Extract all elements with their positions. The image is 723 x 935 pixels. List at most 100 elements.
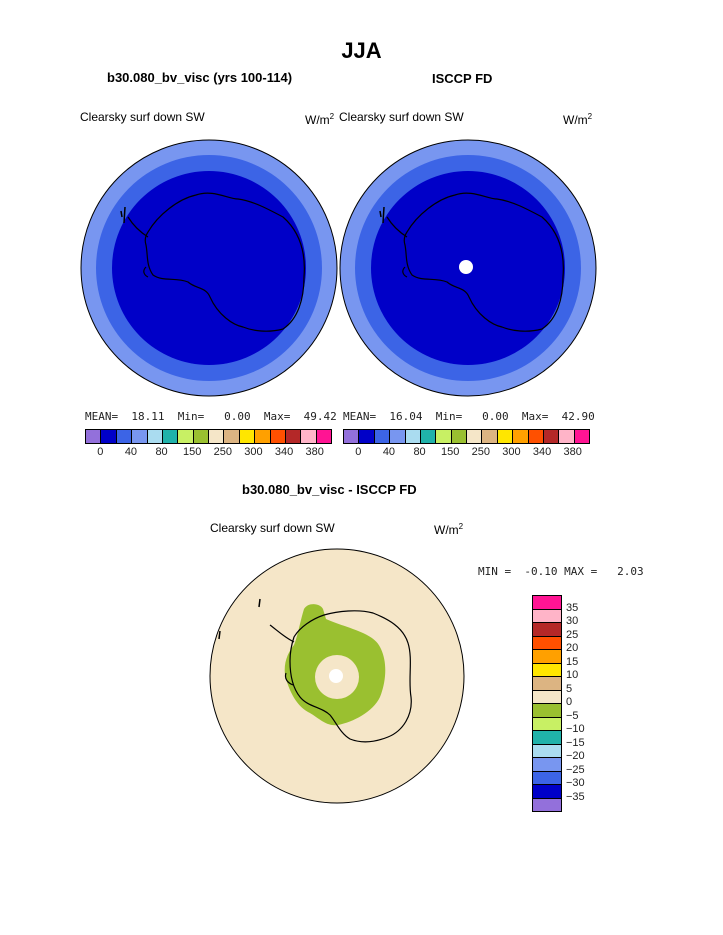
colorbar-tick-label: 40 xyxy=(382,446,396,458)
colorbar-tick-label: 150 xyxy=(441,446,460,458)
colorbar-swatch xyxy=(209,430,225,443)
colorbar-swatch xyxy=(574,430,589,443)
colorbar-swatch xyxy=(497,430,514,443)
colorbar-tick-label: 300 xyxy=(502,446,521,458)
colorbar-tick-label: −30 xyxy=(566,777,585,789)
colorbar-tick-label: 340 xyxy=(532,446,552,458)
colorbar-swatch xyxy=(374,430,391,443)
colorbar-tick-label: 80 xyxy=(155,446,168,458)
colorbar-tick-label: 20 xyxy=(566,642,579,654)
colorbar-swatch xyxy=(533,704,561,718)
colorbar-swatch xyxy=(533,690,561,704)
colorbar-swatch xyxy=(162,430,179,443)
colorbar-left xyxy=(85,429,332,444)
colorbar-swatch xyxy=(101,430,117,443)
colorbar-swatch xyxy=(528,430,544,443)
colorbar-tick-label: 80 xyxy=(413,446,426,458)
colorbar-tick-label: 0 xyxy=(566,696,573,708)
colorbar-tick-label: 35 xyxy=(566,601,579,614)
colorbar-tick-label: 10 xyxy=(566,669,579,681)
colorbar-swatch xyxy=(224,430,240,443)
colorbar-swatch xyxy=(405,430,421,443)
colorbar-swatch xyxy=(533,744,561,758)
map-right xyxy=(339,139,597,397)
colorbar-swatch xyxy=(436,430,452,443)
colorbar-swatch xyxy=(132,430,148,443)
antarctica-coastline xyxy=(289,610,412,743)
antarctica-coastline xyxy=(403,192,564,332)
diff-colorbar xyxy=(532,595,562,812)
colorbar-swatch xyxy=(255,430,271,443)
colorbar-swatch xyxy=(359,430,375,443)
panel-left-field-label: Clearsky surf down SW xyxy=(80,110,205,124)
colorbar-tick-label: 30 xyxy=(566,615,579,627)
colorbar-swatch xyxy=(533,609,561,623)
colorbar-swatch xyxy=(533,798,561,811)
panel-left-heading: b30.080_bv_visc (yrs 100-114) xyxy=(107,70,293,85)
antarctic-peninsula xyxy=(127,216,149,278)
colorbar-tick-label: 300 xyxy=(244,446,263,458)
antarctica-coastline xyxy=(144,192,305,332)
colorbar-swatch xyxy=(285,430,302,443)
colorbar-tick-label: 15 xyxy=(566,655,579,668)
colorbar-swatch xyxy=(533,596,561,610)
south-america-tip xyxy=(218,598,261,640)
map-left xyxy=(80,139,338,397)
colorbar-tick-label: −15 xyxy=(566,736,585,749)
colorbar-swatch xyxy=(533,717,561,731)
panel-right-heading: ISCCP FD xyxy=(432,71,493,86)
colorbar-right xyxy=(343,429,590,444)
colorbar-tick-label: −35 xyxy=(566,790,585,803)
colorbar-swatch xyxy=(533,785,561,799)
colorbar-swatch xyxy=(533,650,561,664)
colorbar-swatch xyxy=(533,771,561,785)
colorbar-left-ticks: 0 40 80 150 250 300 340 380 xyxy=(85,446,332,460)
colorbar-tick-label: 340 xyxy=(274,446,294,458)
colorbar-tick-label: 150 xyxy=(183,446,202,458)
panel-right-unit: W/m2 xyxy=(563,112,593,127)
colorbar-swatch xyxy=(316,430,331,443)
colorbar-swatch xyxy=(482,430,498,443)
colorbar-swatch xyxy=(390,430,406,443)
colorbar-swatch xyxy=(451,430,467,443)
colorbar-swatch xyxy=(301,430,317,443)
diff-field-label: Clearsky surf down SW xyxy=(210,521,335,535)
colorbar-tick-label: 250 xyxy=(213,446,232,458)
colorbar-swatch xyxy=(116,430,133,443)
colorbar-tick-label: 25 xyxy=(566,628,579,641)
colorbar-swatch xyxy=(420,430,437,443)
antarctic-peninsula xyxy=(386,216,408,278)
figure-title: JJA xyxy=(341,38,382,63)
colorbar-swatch xyxy=(270,430,286,443)
colorbar-swatch xyxy=(533,731,561,745)
colorbar-swatch xyxy=(533,636,561,650)
colorbar-swatch xyxy=(513,430,529,443)
colorbar-swatch xyxy=(147,430,163,443)
pole-missing-data-hole xyxy=(459,260,473,274)
panel-right-field-label: Clearsky surf down SW xyxy=(339,110,464,124)
colorbar-swatch xyxy=(533,623,561,637)
colorbar-right-ticks: 0 40 80 150 250 300 340 380 xyxy=(343,446,590,460)
colorbar-tick-label: 40 xyxy=(124,446,138,458)
colorbar-tick-label: 0 xyxy=(97,446,104,458)
pole-missing-data-hole xyxy=(329,669,343,683)
colorbar-swatch xyxy=(467,430,483,443)
south-america-tip xyxy=(379,206,385,224)
colorbar-tick-label: −20 xyxy=(566,750,585,762)
colorbar-tick-label: −25 xyxy=(566,763,585,776)
map-left-inner-field xyxy=(112,171,306,365)
panel-right-stats: MEAN= 16.04 Min= 0.00 Max= 42.90 xyxy=(343,410,595,423)
colorbar-swatch xyxy=(86,430,102,443)
diff-heading: b30.080_bv_visc - ISCCP FD xyxy=(242,482,417,497)
colorbar-tick-label: 250 xyxy=(471,446,490,458)
panel-left-unit: W/m2 xyxy=(305,112,335,127)
colorbar-swatch xyxy=(559,430,575,443)
colorbar-swatch xyxy=(193,430,209,443)
colorbar-tick-label: −10 xyxy=(566,723,585,735)
colorbar-swatch xyxy=(533,758,561,772)
colorbar-swatch xyxy=(239,430,256,443)
colorbar-swatch xyxy=(344,430,360,443)
colorbar-tick-label: 5 xyxy=(566,682,573,695)
panel-left-stats: MEAN= 18.11 Min= 0.00 Max= 49.42 xyxy=(85,410,337,423)
colorbar-tick-label: 380 xyxy=(305,446,324,458)
